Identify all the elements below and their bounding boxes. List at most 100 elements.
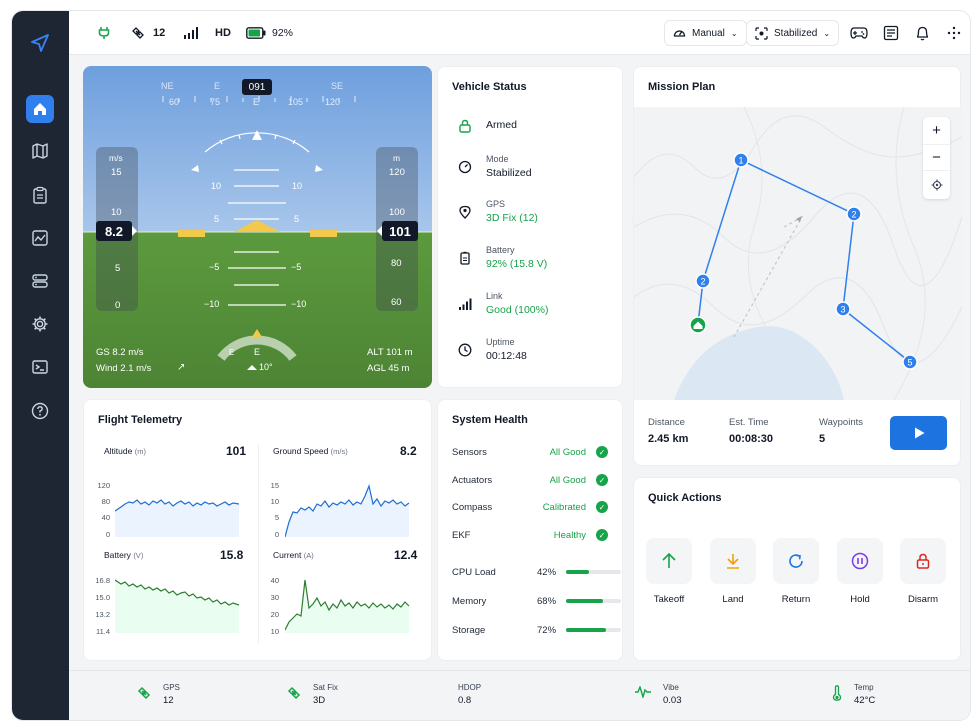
compass-num: 105	[288, 97, 304, 107]
speed-tick: 0	[115, 300, 121, 311]
footer-gps: GPS 12	[137, 683, 180, 706]
more-options-button[interactable]	[947, 11, 961, 55]
gps-row: GPS 3D Fix (12)	[458, 198, 538, 226]
footer-vibe-value: 0.03	[663, 695, 682, 706]
altitude-tick: 80	[101, 497, 110, 506]
waypoint-marker[interactable]: 3	[835, 301, 851, 317]
disarm-button[interactable]: Disarm	[899, 538, 947, 605]
sidebar-item-settings[interactable]	[26, 310, 54, 338]
altitude-tick: 80	[391, 258, 402, 269]
logs-button[interactable]	[883, 11, 899, 55]
load-value: 68%	[537, 595, 557, 607]
satellite-status: 12	[131, 11, 165, 55]
footer-temp-value: 42°C	[854, 695, 876, 706]
altitude-pointer	[377, 226, 382, 236]
altitude-unit: m	[393, 153, 401, 163]
mode-row: Mode Stabilized	[458, 153, 532, 181]
satellite-count: 12	[153, 27, 166, 39]
altitude-agl-readout: AGL 45 m	[367, 363, 410, 374]
sidebar-item-devices[interactable]	[26, 267, 54, 295]
ground-speed-tick: 10	[270, 497, 279, 506]
sidebar-item-terminal[interactable]	[26, 353, 54, 381]
ground-speed-tick: 5	[274, 513, 279, 522]
land-button[interactable]: Land	[709, 538, 757, 605]
return-label: Return	[781, 594, 811, 605]
waypoint-marker[interactable]: 1	[733, 152, 749, 168]
more-dots-icon	[947, 26, 961, 40]
notifications-button[interactable]	[915, 11, 930, 55]
battery-icon	[460, 251, 470, 265]
telemetry-divider	[258, 444, 259, 644]
load-row-memory: Memory 68%	[452, 594, 621, 608]
check-icon: ✓	[596, 529, 608, 541]
current-tick: 40	[270, 576, 279, 585]
gamepad-button[interactable]	[850, 11, 868, 55]
battery-sparkline	[115, 579, 240, 633]
mission-map[interactable]: 1 2 3 5 2 + −	[634, 107, 962, 400]
zoom-in-button[interactable]: +	[932, 122, 941, 139]
flight-mode-dropdown[interactable]: Manual ⌄	[664, 20, 747, 46]
start-mission-button[interactable]	[890, 416, 947, 450]
health-row-sensors: Sensors All Good ✓	[452, 445, 608, 459]
waypoint-marker[interactable]: 5	[902, 354, 918, 370]
altitude-readout: 101	[382, 221, 418, 241]
mode-value: Stabilized	[486, 167, 532, 179]
stabilization-dropdown[interactable]: Stabilized ⌄	[746, 20, 840, 46]
waypoint-marker[interactable]: 2	[695, 273, 711, 289]
altitude-tick: 120	[389, 167, 405, 178]
altitude-chart-label: Altitude (m)	[104, 446, 146, 456]
gps-value: 3D Fix (12)	[486, 212, 538, 224]
speed-tick: 5	[115, 263, 121, 274]
battery-percent: 92%	[272, 27, 294, 39]
load-value: 42%	[537, 566, 557, 578]
check-icon: ✓	[596, 501, 608, 513]
quick-actions-card: Quick Actions Takeoff Land Return Hold D…	[633, 477, 961, 661]
zoom-out-button[interactable]: −	[923, 144, 950, 171]
armed-state: Armed	[486, 119, 517, 131]
footer-vibe: Vibe 0.03	[635, 683, 682, 706]
sidebar-item-analytics[interactable]	[26, 224, 54, 252]
pause-circle-icon	[851, 552, 869, 570]
flight-telemetry-title: Flight Telemetry	[98, 414, 183, 426]
pitch-label: −10	[204, 299, 220, 309]
footer-temp: Temp 42°C	[832, 683, 875, 706]
chevron-down-icon: ⌄	[823, 28, 831, 38]
footer-satfix: Sat Fix 3D	[287, 683, 338, 706]
footer-hdop-value: 0.8	[458, 695, 472, 706]
health-status: Calibrated	[542, 501, 586, 513]
gamepad-icon	[850, 27, 868, 39]
land-label: Land	[722, 594, 744, 605]
waypoint-label: 1	[738, 156, 743, 166]
mission-plan-card: Mission Plan 1 2 3 5 2 + −	[633, 66, 962, 466]
link-label: Link	[486, 291, 503, 301]
footer-satfix-label: Sat Fix	[313, 683, 338, 692]
locate-button[interactable]	[923, 171, 950, 198]
health-status: All Good	[549, 474, 586, 486]
current-chart-label: Current (A)	[273, 550, 314, 560]
pitch-label: 10	[211, 181, 222, 191]
sidebar-item-missions[interactable]	[26, 181, 54, 209]
waypoint-marker[interactable]: 2	[846, 206, 862, 222]
check-icon: ✓	[596, 474, 608, 486]
load-bar-fill	[566, 570, 590, 574]
hold-button[interactable]: Hold	[836, 538, 884, 605]
current-tick: 10	[270, 627, 279, 636]
uptime-label: Uptime	[486, 337, 515, 347]
return-button[interactable]: Return	[772, 538, 820, 605]
sidebar-item-help[interactable]	[26, 397, 54, 425]
signal-status	[183, 11, 199, 55]
refresh-icon	[789, 554, 803, 568]
altitude-tick: 60	[391, 297, 402, 308]
chart-icon	[32, 230, 48, 246]
health-name: EKF	[452, 529, 471, 541]
sidebar-item-home[interactable]	[26, 95, 54, 123]
footer-hdop-label: HDOP	[458, 683, 482, 692]
takeoff-button[interactable]: Takeoff	[645, 538, 693, 605]
health-name: Actuators	[452, 474, 493, 486]
sidebar-item-map[interactable]	[26, 137, 54, 165]
home-marker[interactable]	[689, 316, 707, 334]
arrow-down-to-line-icon	[727, 554, 739, 569]
wind-arrow-icon: ↗	[177, 362, 186, 373]
heading-readout: 091	[242, 79, 272, 95]
location-pin-icon	[459, 205, 471, 219]
